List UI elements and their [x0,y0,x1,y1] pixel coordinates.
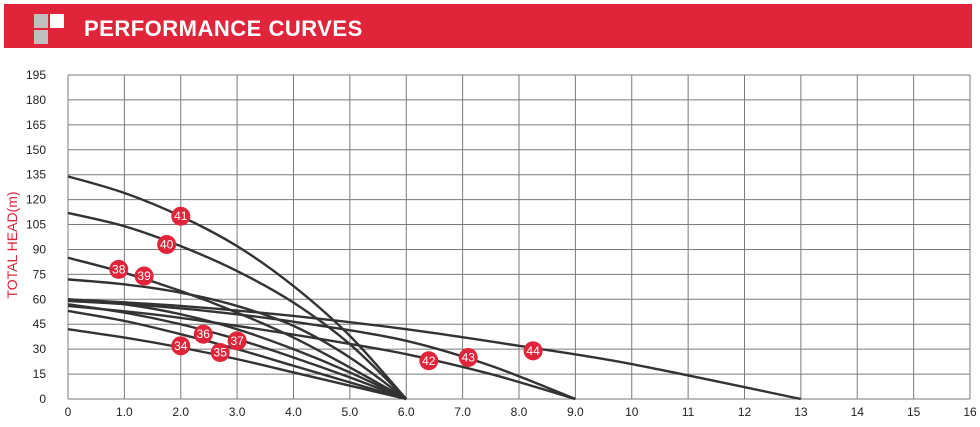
y-tick-label: 165 [26,118,46,132]
x-tick-label: 13 [794,405,808,419]
y-tick-label: 180 [26,93,46,107]
logo-square-top-left [34,14,48,28]
x-tick-label: 5.0 [342,405,359,419]
y-tick-label: 75 [33,267,47,281]
curve-marker-label-43: 43 [462,350,476,364]
curve-marker-42 [419,351,439,371]
y-tick-label: 30 [33,342,47,356]
curve-44 [67,298,802,401]
curve-34 [67,328,407,401]
curve-marker-37 [227,331,247,351]
x-tick-label: 6.0 [398,405,415,419]
curve-marker-39 [134,266,154,286]
y-tick-label: 195 [26,68,46,82]
x-tick-label: 14 [851,405,865,419]
x-tick-label: 15 [907,405,921,419]
curve-marker-label-38: 38 [112,262,126,276]
page-header: PERFORMANCE CURVES [4,4,972,48]
x-tick-label: 3.0 [229,405,246,419]
brand-logo [34,14,70,44]
y-tick-label: 105 [26,218,46,232]
curve-marker-35 [210,342,230,362]
x-tick-label: 16 [963,405,977,419]
curve-marker-label-34: 34 [174,339,188,353]
logo-square-bottom-left [34,30,48,44]
y-tick-label: 150 [26,143,46,157]
x-tick-label: 7.0 [454,405,471,419]
curve-39 [67,278,407,400]
y-tick-label: 45 [33,317,47,331]
y-tick-label: 0 [39,392,46,406]
curve-marker-38 [109,259,129,279]
x-tick-label: 11 [682,405,695,419]
curve-41 [67,175,408,400]
curve-marker-label-37: 37 [230,334,244,348]
curve-marker-label-41: 41 [174,209,188,223]
x-tick-label: 2.0 [172,405,189,419]
curve-43 [67,299,576,401]
curve-marker-label-39: 39 [137,269,151,283]
curve-marker-label-40: 40 [160,237,174,251]
curve-marker-label-42: 42 [422,354,436,368]
x-tick-label: 4.0 [285,405,302,419]
page-title: PERFORMANCE CURVES [84,16,363,41]
y-tick-label: 135 [26,168,46,182]
x-tick-label: 9.0 [567,405,584,419]
y-tick-label: 15 [33,367,47,381]
y-tick-label: 90 [33,242,47,256]
x-tick-label: 12 [738,405,752,419]
y-axis-label: TOTAL HEAD(m) [4,191,20,298]
y-tick-label: 120 [26,193,46,207]
curve-marker-43 [458,347,478,367]
curve-marker-40 [157,234,177,254]
curve-marker-41 [171,206,191,226]
logo-square-top-right [50,14,64,28]
x-tick-label: 10 [625,405,639,419]
curve-marker-label-36: 36 [197,327,211,341]
y-tick-label: 60 [33,292,47,306]
curve-42 [67,304,576,401]
curve-marker-36 [193,324,213,344]
x-tick-label: 8.0 [511,405,528,419]
curve-marker-label-35: 35 [214,345,228,359]
curve-marker-label-44: 44 [526,344,540,358]
curve-marker-34 [171,336,191,356]
x-tick-label: 0 [65,405,72,419]
x-tick-label: 1.0 [116,405,133,419]
curve-marker-44 [523,341,543,361]
